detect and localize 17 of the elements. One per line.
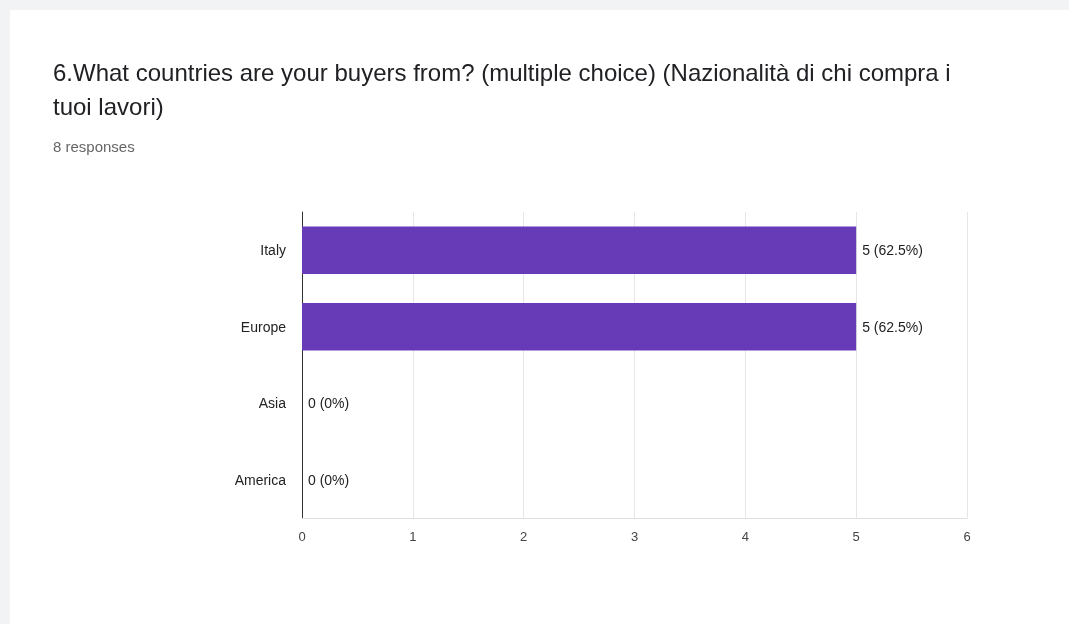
x-tick-label: 0	[298, 529, 306, 544]
chart-title: 6.What countries are your buyers from? (multiple choice) (Nazionalità di chi compra i tuoi lavori)	[53, 58, 958, 120]
x-tick-label: 5	[852, 529, 860, 544]
data-label: 0 (0%)	[308, 395, 350, 412]
data-label: 5 (62.5%)	[862, 318, 923, 335]
y-tick-label: America	[234, 471, 287, 488]
data-label: 0 (0%)	[308, 471, 350, 488]
x-tick-label: 1	[409, 529, 417, 544]
x-tick-label: 6	[963, 529, 971, 544]
y-tick-label: Italy	[260, 242, 286, 259]
x-tick-label: 3	[630, 529, 639, 544]
text: 8 responses	[53, 138, 135, 155]
y-tick-label: Europe	[240, 318, 287, 335]
y-tick-label: Asia	[258, 395, 287, 412]
x-tick-label: 2	[520, 529, 528, 544]
x-tick-label: 4	[741, 529, 749, 544]
data-label: 5 (62.5%)	[862, 242, 923, 259]
